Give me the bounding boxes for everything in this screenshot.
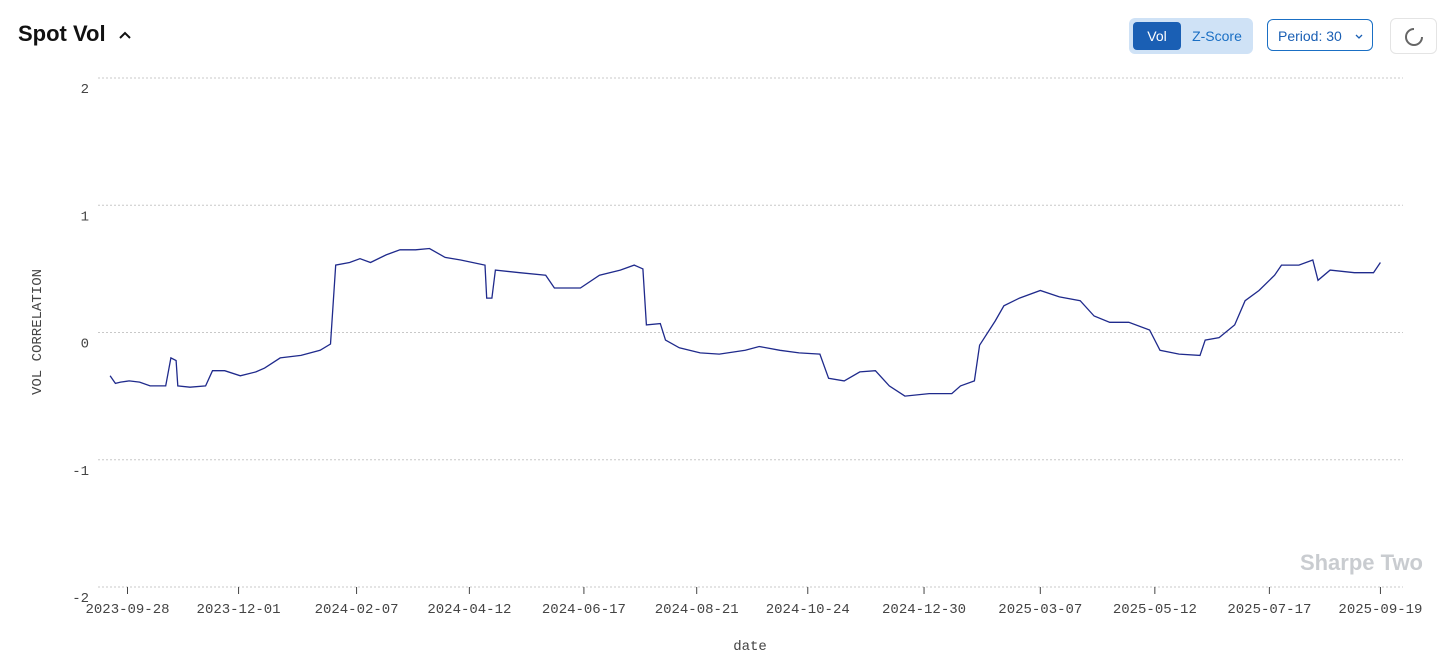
x-tick-label: 2024-12-30 bbox=[882, 602, 966, 618]
x-tick-label: 2023-12-01 bbox=[197, 602, 281, 618]
x-tick-label: 2025-07-17 bbox=[1227, 602, 1311, 618]
x-tick-label: 2024-08-21 bbox=[655, 602, 739, 618]
x-tick-label: 2024-06-17 bbox=[542, 602, 626, 618]
x-tick-label: 2025-03-07 bbox=[998, 602, 1082, 618]
y-tick-label: 1 bbox=[81, 209, 89, 225]
x-tick-label: 2025-05-12 bbox=[1113, 602, 1197, 618]
toggle-vol[interactable]: Vol bbox=[1133, 22, 1181, 50]
refresh-button[interactable] bbox=[1390, 18, 1437, 54]
collapse-icon[interactable] bbox=[117, 28, 133, 44]
x-axis-title: date bbox=[733, 639, 767, 655]
period-dropdown[interactable]: Period: 30 bbox=[1267, 19, 1373, 51]
mode-toggle: Vol Z-Score bbox=[1129, 18, 1253, 54]
y-tick-label: 0 bbox=[81, 337, 89, 353]
y-tick-label: -2 bbox=[72, 591, 89, 607]
x-tick-label: 2024-02-07 bbox=[315, 602, 399, 618]
period-label: Period: 30 bbox=[1278, 28, 1342, 44]
toggle-zscore[interactable]: Z-Score bbox=[1192, 28, 1242, 44]
dropdown-icon bbox=[1355, 34, 1363, 39]
x-tick-label: 2025-09-19 bbox=[1338, 602, 1422, 618]
y-tick-label: -1 bbox=[72, 464, 89, 480]
spinner-icon bbox=[1405, 28, 1423, 46]
data-line bbox=[109, 247, 1381, 397]
y-axis-title: VOL CORRELATION bbox=[30, 269, 46, 395]
panel-title: Spot Vol bbox=[18, 21, 106, 46]
x-tick-label: 2024-04-12 bbox=[427, 602, 511, 618]
watermark: Sharpe Two bbox=[1299, 550, 1423, 575]
x-tick-label: 2024-10-24 bbox=[766, 602, 850, 618]
x-tick-label: 2023-09-28 bbox=[85, 602, 169, 618]
y-tick-label: 2 bbox=[81, 82, 89, 98]
